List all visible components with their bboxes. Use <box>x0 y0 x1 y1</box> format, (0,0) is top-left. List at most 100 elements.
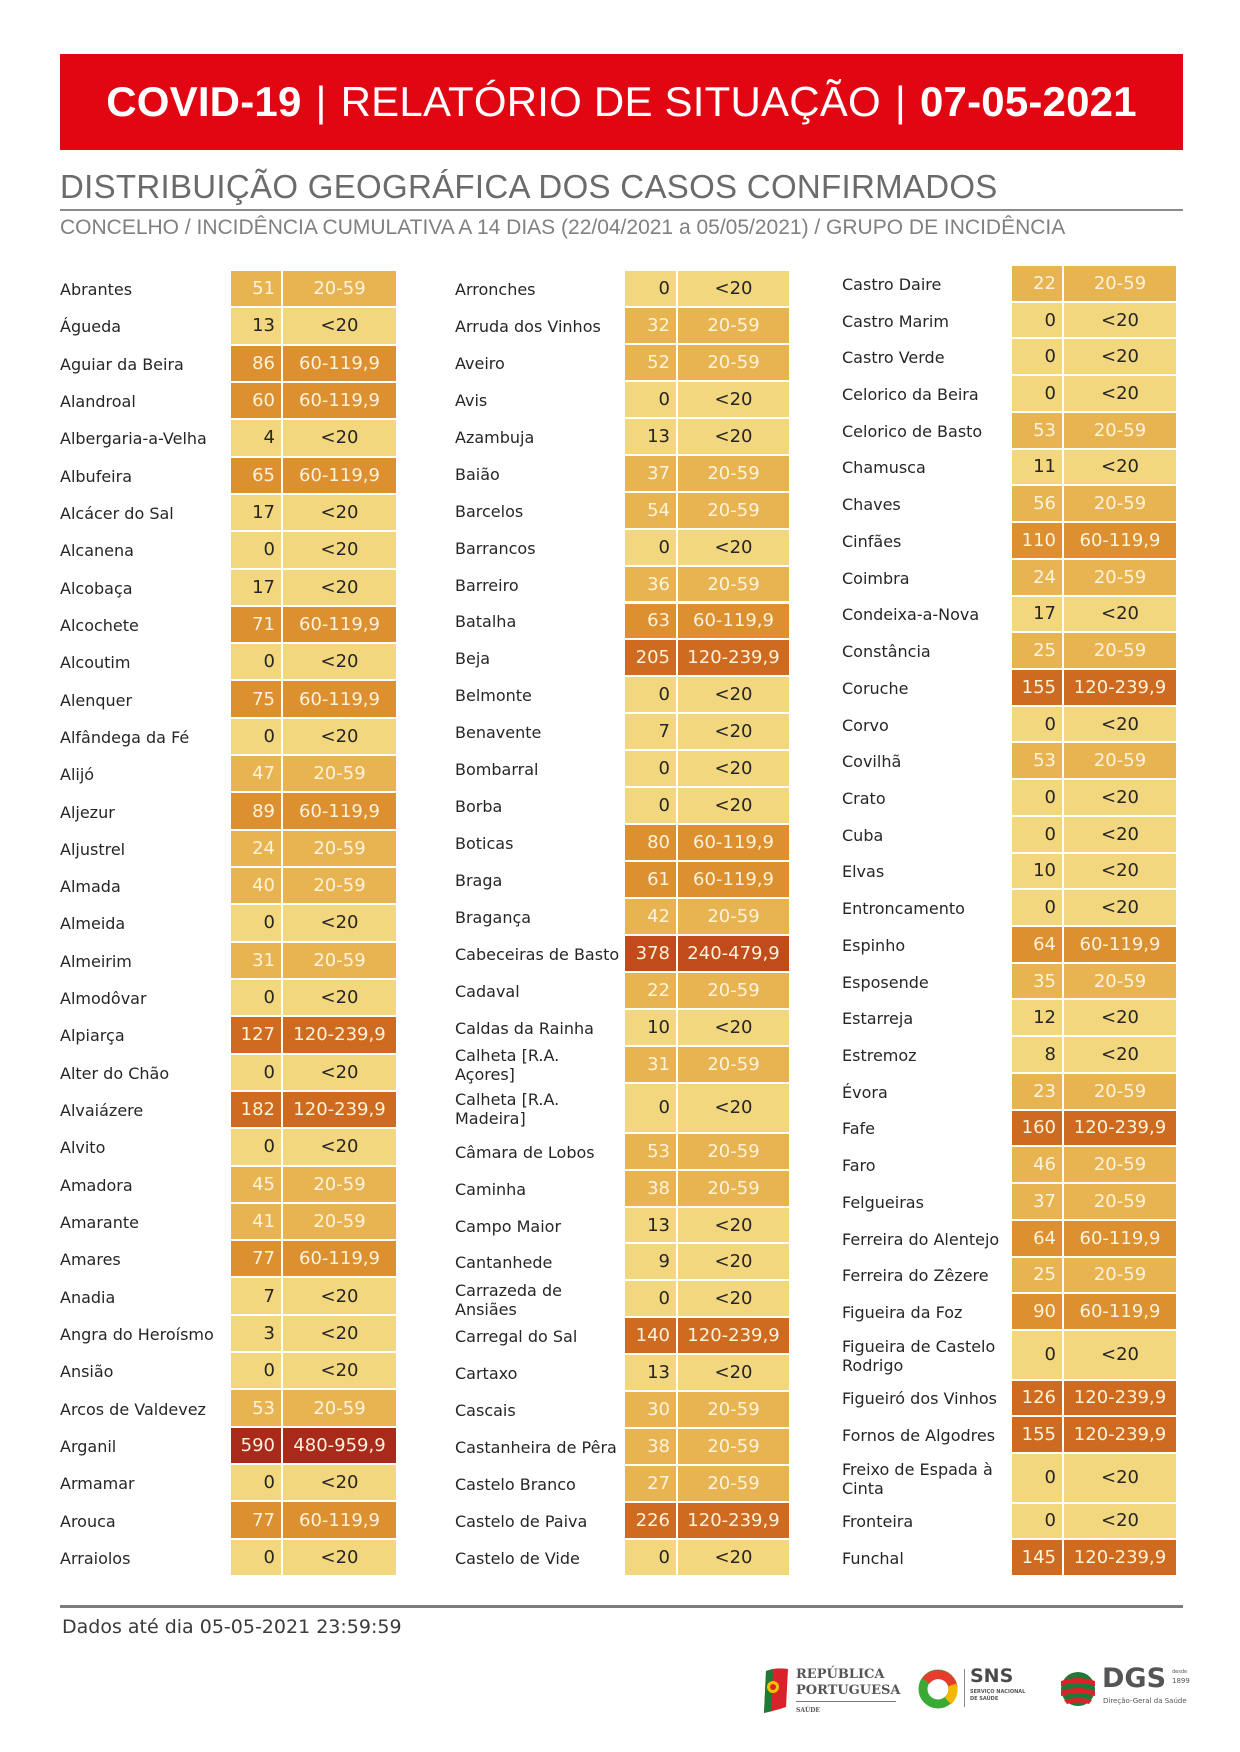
municipality-name: Batalha <box>455 612 517 632</box>
municipality-row: Coimbra 24 20-59 <box>842 559 1176 597</box>
sns-ring-icon <box>918 1669 958 1709</box>
incidence-group: <20 <box>678 1083 789 1134</box>
section-title: DISTRIBUIÇÃO GEOGRÁFICA DOS CASOS CONFIR… <box>60 168 998 205</box>
municipality-name: Constância <box>842 642 931 662</box>
incidence-group: <20 <box>1064 816 1176 854</box>
section-divider <box>60 209 1183 211</box>
incidence-value: 0 <box>231 1465 283 1503</box>
municipality-name: Carrazeda de Ansiães <box>455 1280 562 1319</box>
municipality-name: Braga <box>455 871 503 891</box>
municipality-name: Almeida <box>60 914 126 934</box>
incidence-group: <20 <box>283 308 396 346</box>
municipality-row: Fafe 160 120-239,9 <box>842 1110 1176 1148</box>
dgs-since-label: desde <box>1172 1669 1188 1675</box>
municipality-name: Bragança <box>455 908 532 928</box>
incidence-value: 205 <box>625 640 678 678</box>
incidence-group: <20 <box>283 494 396 533</box>
incidence-group: <20 <box>283 1129 396 1167</box>
municipality-row: Avis 0 <20 <box>455 381 789 419</box>
municipality-row: Câmara de Lobos 53 20-59 <box>455 1133 789 1171</box>
incidence-value: 140 <box>625 1318 678 1356</box>
municipality-row: Évora 23 20-59 <box>842 1073 1176 1111</box>
municipality-name: Chaves <box>842 495 901 515</box>
municipality-name: Cinfães <box>842 531 902 551</box>
incidence-value: 0 <box>231 905 283 943</box>
incidence-value: 160 <box>1012 1110 1064 1148</box>
incidence-value: 89 <box>231 793 283 831</box>
incidence-value: 71 <box>231 606 283 645</box>
incidence-group: <20 <box>678 1207 789 1245</box>
incidence-value: 590 <box>231 1427 283 1466</box>
incidence-value: 0 <box>625 381 678 419</box>
municipality-row: Batalha 63 60-119,9 <box>455 603 789 641</box>
incidence-value: 52 <box>625 344 678 382</box>
municipality-row: Arruda dos Vinhos 32 20-59 <box>455 307 789 345</box>
incidence-value: 41 <box>231 1203 283 1242</box>
municipality-name: Águeda <box>60 317 122 337</box>
municipality-name: Arruda dos Vinhos <box>455 316 601 336</box>
municipality-name: Freixo de Espada à Cinta <box>842 1459 993 1498</box>
municipality-row: Ansião 0 <20 <box>60 1353 396 1391</box>
incidence-group: 20-59 <box>1064 1147 1176 1185</box>
incidence-group: 20-59 <box>678 1170 789 1208</box>
municipality-name: Cantanhede <box>455 1253 553 1273</box>
municipality-name: Chamusca <box>842 458 926 478</box>
municipality-name: Boticas <box>455 834 514 854</box>
incidence-group: <20 <box>283 979 396 1018</box>
municipality-name: Castanheira de Pêra <box>455 1438 617 1458</box>
incidence-group: 20-59 <box>678 455 789 493</box>
municipality-row: Cuba 0 <20 <box>842 816 1176 854</box>
municipality-row: Castanheira de Pêra 38 20-59 <box>455 1429 789 1467</box>
incidence-value: 25 <box>1012 1257 1064 1295</box>
municipality-name: Castelo de Paiva <box>455 1512 588 1532</box>
municipality-row: Alandroal 60 60-119,9 <box>60 382 396 421</box>
incidence-value: 77 <box>231 1241 283 1279</box>
municipality-name: Armamar <box>60 1474 135 1494</box>
header-covid-label: COVID-19 <box>106 78 302 125</box>
municipality-row: Bombarral 0 <20 <box>455 751 789 789</box>
incidence-value: 0 <box>1012 1330 1064 1381</box>
municipality-row: Azambuja 13 <20 <box>455 418 789 456</box>
municipality-row: Coruche 155 120-239,9 <box>842 669 1176 707</box>
municipality-row: Cinfães 110 60-119,9 <box>842 523 1176 560</box>
municipality-row: Beja 205 120-239,9 <box>455 640 789 678</box>
sns-title: SNS <box>970 1665 1014 1687</box>
incidence-group: 60-119,9 <box>1064 523 1176 560</box>
portugal-flag-icon <box>764 1668 788 1713</box>
incidence-group: <20 <box>283 1278 396 1316</box>
incidence-group: 20-59 <box>1064 1184 1176 1221</box>
footer-logos: REPÚBLICA PORTUGUESA SAÚDE SNS SERVIÇO N… <box>760 1663 1200 1735</box>
incidence-value: 0 <box>625 1281 678 1319</box>
incidence-value: 0 <box>231 1054 283 1092</box>
municipality-row: Chaves 56 20-59 <box>842 486 1176 524</box>
municipality-name: Amarante <box>60 1213 139 1232</box>
municipality-row: Chamusca 11 <20 <box>842 449 1176 487</box>
incidence-group: <20 <box>678 1281 789 1319</box>
report-header-banner: COVID-19 | RELATÓRIO DE SITUAÇÃO | 07-05… <box>60 54 1183 150</box>
municipality-row: Barcelos 54 20-59 <box>455 492 789 530</box>
incidence-value: 10 <box>625 1009 678 1047</box>
municipality-name: Coruche <box>842 678 909 698</box>
municipality-row: Amadora 45 20-59 <box>60 1166 396 1204</box>
incidence-group: <20 <box>1064 780 1176 817</box>
incidence-group: <20 <box>678 714 789 752</box>
incidence-group: 20-59 <box>678 1466 789 1504</box>
incidence-group: 20-59 <box>678 972 789 1010</box>
municipality-row: Cartaxo 13 <20 <box>455 1355 789 1393</box>
incidence-value: 9 <box>625 1244 678 1282</box>
incidence-value: 0 <box>1012 706 1064 744</box>
municipality-row: Belmonte 0 <20 <box>455 677 789 715</box>
municipality-row: Braga 61 60-119,9 <box>455 862 789 900</box>
incidence-value: 0 <box>625 1540 678 1577</box>
municipality-name: Benavente <box>455 723 542 743</box>
municipality-name: Amares <box>60 1250 121 1270</box>
incidence-value: 90 <box>1012 1294 1064 1331</box>
municipality-name: Barreiro <box>455 575 519 595</box>
incidence-group: <20 <box>283 718 396 757</box>
municipality-name: Alcobaça <box>60 578 133 598</box>
incidence-group: 20-59 <box>283 756 396 794</box>
incidence-value: 0 <box>625 677 678 715</box>
municipality-name: Alandroal <box>60 392 136 412</box>
municipality-row: Borba 0 <20 <box>455 788 789 826</box>
municipality-row: Estremoz 8 <20 <box>842 1037 1176 1074</box>
